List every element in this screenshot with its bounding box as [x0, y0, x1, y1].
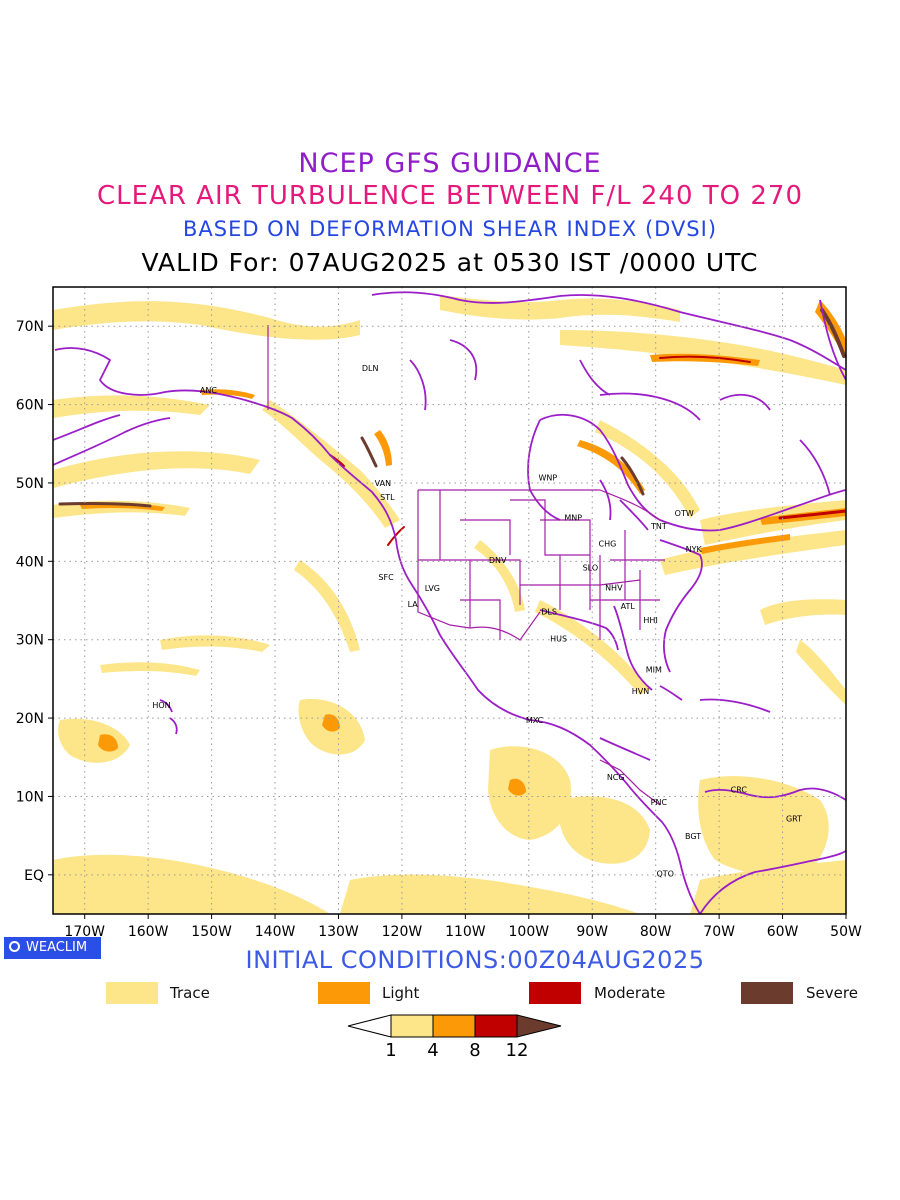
colorbar-tick-12: 12	[506, 1040, 529, 1061]
colorbar-tick-1: 1	[385, 1040, 396, 1061]
station-nhv: NHV	[605, 583, 623, 592]
title-line-1: NCEP GFS GUIDANCE	[298, 148, 602, 179]
legend-swatch-light	[318, 982, 370, 1004]
station-sfc: SFC	[378, 573, 394, 582]
station-qto: QTO	[656, 869, 673, 878]
station-nyk: NYK	[686, 545, 703, 554]
logo-ring-icon	[9, 941, 20, 952]
station-chg: CHG	[599, 539, 617, 548]
lon-label: 50W	[830, 924, 862, 940]
title-line-3: BASED ON DEFORMATION SHEAR INDEX (DVSI)	[182, 217, 718, 241]
colorbar: 1 4 8 12	[347, 1014, 562, 1061]
station-dln: DLN	[362, 364, 379, 373]
station-lvg: LVG	[425, 584, 440, 593]
legend-label-light: Light	[382, 984, 420, 1002]
station-hvn: HVN	[632, 687, 649, 696]
station-mxc: MXC	[526, 716, 544, 725]
station-tnt: TNT	[650, 522, 667, 531]
lon-label: 60W	[767, 924, 799, 940]
legend-label-severe: Severe	[806, 984, 858, 1002]
colorbar-low-triangle	[347, 1014, 392, 1038]
colorbar-trace	[390, 1014, 434, 1038]
lat-label: 10N	[16, 789, 44, 805]
lon-label: 100W	[509, 924, 550, 940]
title-line-2: CLEAR AIR TURBULENCE BETWEEN F/L 240 TO …	[96, 181, 804, 211]
lon-label: 130W	[318, 924, 359, 940]
axis-labels: 170W 160W 150W 140W 130W 120W 110W 100W 90W 80W 70…	[16, 319, 862, 940]
legend-label-trace: Trace	[170, 984, 210, 1002]
lat-label: 50N	[16, 476, 44, 492]
logo-text: WEACLIM	[26, 940, 88, 955]
legend-swatch-severe	[741, 982, 793, 1004]
weaclim-logo: WEACLIM	[4, 937, 101, 959]
station-la: LA	[408, 600, 419, 609]
colorbar-tick-8: 8	[469, 1040, 480, 1061]
station-hon: HON	[152, 701, 170, 710]
lat-label: EQ	[24, 868, 44, 884]
station-hus: HUS	[550, 634, 567, 643]
station-mim: MIM	[646, 666, 662, 675]
station-atl: ATL	[621, 602, 636, 611]
station-hhi: HHI	[643, 616, 657, 625]
station-pnc: PNC	[651, 798, 668, 807]
station-stl: STL	[380, 493, 395, 502]
lon-label: 70W	[703, 924, 735, 940]
legend-swatch-trace	[106, 982, 158, 1004]
lon-label: 110W	[445, 924, 486, 940]
lon-label: 170W	[64, 924, 105, 940]
colorbar-tick-4: 4	[427, 1040, 438, 1061]
lat-label: 70N	[16, 319, 44, 335]
colorbar-light	[432, 1014, 476, 1038]
station-grt: GRT	[786, 815, 802, 824]
lon-label: 140W	[255, 924, 296, 940]
station-wnp: WNP	[538, 474, 557, 483]
legend-swatch-moderate	[529, 982, 581, 1004]
valid-time: VALID For: 07AUG2025 at 0530 IST /0000 U…	[141, 248, 759, 277]
lon-label: 90W	[576, 924, 608, 940]
lat-label: 60N	[16, 398, 44, 414]
station-slo: SLO	[583, 564, 599, 573]
map-frame	[52, 286, 847, 915]
colorbar-high-triangle	[516, 1014, 562, 1038]
station-otw: OTW	[675, 509, 694, 518]
lon-label: 80W	[640, 924, 672, 940]
lon-label: 150W	[191, 924, 232, 940]
station-crc: CRC	[731, 786, 748, 795]
turbulence-areas	[53, 295, 846, 914]
lat-label: 30N	[16, 633, 44, 649]
legend-label-moderate: Moderate	[594, 984, 666, 1002]
station-dls: DLS	[541, 608, 557, 617]
station-labels: DLN ANC VAN STL WNP MNP OTW TNT CHG NYK DNV SLO SFC L…	[152, 364, 802, 879]
lon-label: 120W	[382, 924, 423, 940]
borders	[267, 325, 665, 806]
station-dnv: DNV	[489, 556, 507, 565]
station-mnp: MNP	[564, 514, 582, 523]
turbulence-map: DLN ANC VAN STL WNP MNP OTW TNT CHG NYK DNV SLO SFC L…	[16, 286, 862, 940]
station-anc: ANC	[200, 386, 217, 395]
lat-label: 20N	[16, 711, 44, 727]
lon-label: 160W	[128, 924, 169, 940]
station-van: VAN	[375, 479, 391, 488]
initial-conditions: INITIAL CONDITIONS:00Z04AUG2025	[245, 946, 705, 974]
colorbar-moderate	[474, 1014, 518, 1038]
station-ncg: NCG	[607, 773, 625, 782]
lat-lon-grid	[53, 287, 846, 914]
station-bgt: BGT	[685, 832, 701, 841]
lat-label: 40N	[16, 554, 44, 570]
